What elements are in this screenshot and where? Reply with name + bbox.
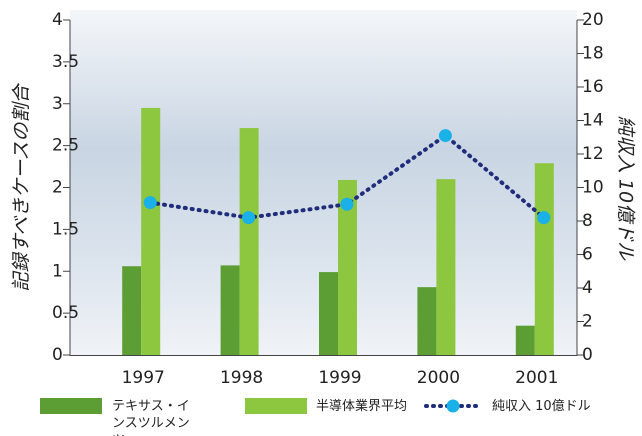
point — [438, 129, 452, 143]
y-tick-label: 1 — [52, 261, 63, 281]
legend-label: テキサス・インスツルメンツ — [112, 399, 190, 436]
y2-tick-label: 6 — [582, 245, 593, 265]
x-tick-label: 1998 — [220, 368, 263, 388]
x-tick-label: 1999 — [318, 368, 361, 388]
y2-tick-label: 18 — [582, 44, 604, 64]
point — [340, 197, 354, 211]
bar — [515, 325, 535, 355]
bar — [141, 107, 161, 355]
point — [143, 196, 157, 210]
x-tick-label: 1997 — [122, 368, 165, 388]
y2-tick-label: 8 — [582, 211, 593, 231]
y-tick-label: 4 — [52, 10, 63, 30]
bar — [220, 265, 240, 355]
y-tick-label: 0.5 — [52, 303, 79, 323]
legend-swatch — [40, 398, 102, 414]
y-tick-label: 2 — [52, 178, 63, 198]
legend-label: 純収入 10億ドル — [492, 399, 591, 414]
legend-swatch — [245, 398, 307, 414]
x-tick-label: 2000 — [417, 368, 460, 388]
y2-tick-label: 14 — [582, 111, 604, 131]
y2-axis-title: 純収入 10億ドル — [615, 116, 637, 261]
y-tick-label: 3.5 — [52, 52, 79, 72]
y2-tick-label: 0 — [582, 345, 593, 365]
y2-tick-label: 20 — [582, 10, 604, 30]
bar — [338, 179, 357, 355]
y-tick-label: 1.5 — [52, 219, 79, 239]
x-tick-label: 2001 — [515, 368, 558, 388]
bar — [122, 266, 142, 355]
bar — [319, 272, 338, 355]
y-tick-label: 0 — [52, 345, 63, 365]
y-axis-title: 記録すべきケースの割合 — [11, 83, 33, 292]
legend-marker — [446, 399, 460, 413]
y2-tick-label: 10 — [582, 178, 604, 198]
y-tick-label: 3 — [52, 94, 63, 114]
bar — [436, 179, 456, 355]
legend-swatch — [424, 399, 482, 413]
y2-tick-label: 16 — [582, 77, 604, 97]
legend-label: 半導体業界平均 — [316, 399, 408, 414]
y2-tick-label: 2 — [582, 312, 593, 332]
bar — [239, 128, 259, 355]
y-tick-label: 2.5 — [52, 136, 79, 156]
bar — [417, 287, 437, 355]
bar — [534, 163, 554, 355]
point — [537, 211, 551, 225]
y2-tick-label: 4 — [582, 278, 593, 298]
y2-tick-label: 12 — [582, 144, 604, 164]
point — [242, 211, 256, 225]
